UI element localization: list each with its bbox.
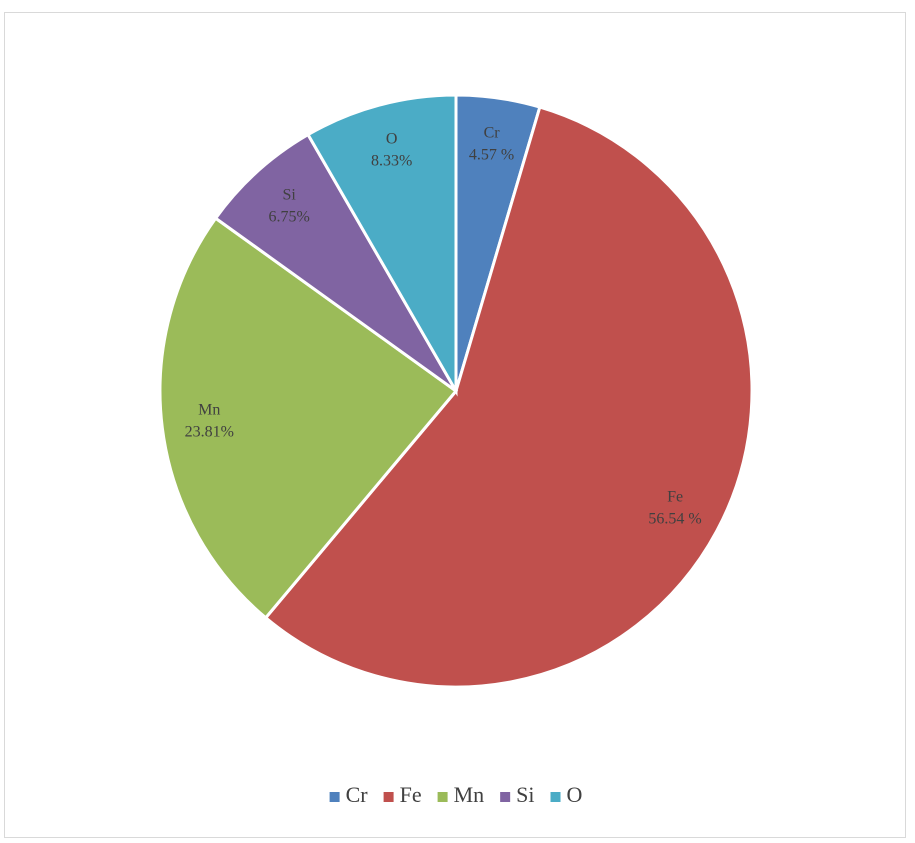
slice-value-label: 6.75% (269, 208, 310, 225)
legend: Cr Fe Mn Si O (329, 782, 583, 807)
legend-swatch (500, 792, 511, 802)
slice-value-label: 8.33% (371, 152, 412, 169)
legend-label: Fe (400, 782, 422, 807)
slice-category-label: Mn (198, 402, 220, 419)
legend-label: O (567, 782, 583, 807)
slice-category-label: Si (283, 186, 297, 203)
slice-value-label: 56.54 % (648, 510, 701, 527)
slice-value-label: 23.81% (185, 424, 234, 441)
pie-slice (213, 132, 458, 393)
pie-slice (306, 93, 458, 397)
legend-swatch (383, 792, 394, 802)
slice-category-label: Fe (667, 488, 683, 505)
legend-swatch (437, 792, 448, 802)
slice-category-label: O (386, 130, 398, 147)
legend-swatch (329, 792, 340, 802)
legend-label: Mn (454, 782, 485, 807)
slice-value-label: 4.57 % (469, 147, 514, 164)
legend-label: Cr (346, 782, 369, 807)
legend-swatch (550, 792, 561, 802)
pie-slice (263, 105, 754, 689)
pie-slice (158, 216, 459, 620)
slice-category-label: Cr (484, 125, 501, 142)
legend-label: Si (516, 782, 534, 807)
